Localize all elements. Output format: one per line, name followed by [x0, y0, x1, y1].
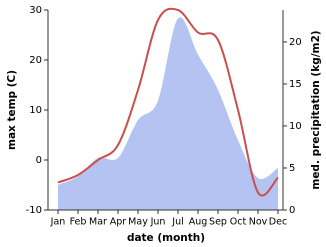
y2-tick-label: 15: [289, 79, 302, 90]
x-tick-label: Sep: [209, 217, 227, 228]
x-tick-label: Dec: [269, 217, 287, 228]
y-tick-label: 20: [29, 55, 42, 66]
x-tick-label: Aug: [189, 217, 208, 228]
x-tick-label: Nov: [249, 217, 268, 228]
x-tick-label: Mar: [89, 217, 107, 228]
y-tick-label: -10: [26, 205, 42, 216]
y-axis-title: max temp (C): [6, 70, 18, 150]
y-tick-label: 10: [29, 105, 42, 116]
x-tick-label: Jun: [150, 217, 166, 228]
x-tick-label: Jan: [50, 217, 66, 228]
temperature-line: [57, 7, 279, 197]
x-tick-label: May: [128, 217, 148, 228]
precipitation-area: [58, 17, 278, 210]
y-tick-label: 30: [29, 5, 42, 16]
x-tick-label: Feb: [70, 217, 87, 228]
x-tick-label: Oct: [230, 217, 247, 228]
y2-tick-label: 10: [289, 121, 302, 132]
y2-tick-label: 20: [289, 37, 302, 48]
x-tick-label: Jul: [171, 217, 183, 228]
x-tick-label: Apr: [110, 217, 127, 228]
y2-tick-label: 0: [289, 205, 295, 216]
y2-axis-title: med. precipitation (kg/m2): [310, 30, 322, 189]
y2-tick-label: 5: [289, 163, 295, 174]
y-tick-label: 0: [36, 155, 42, 166]
x-axis-title: date (month): [127, 232, 205, 244]
